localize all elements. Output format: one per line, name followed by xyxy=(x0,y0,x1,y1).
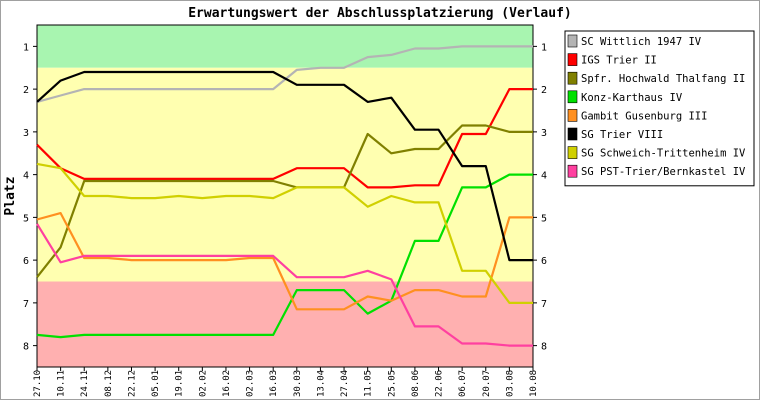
y-tick-label-left: 8 xyxy=(23,342,29,353)
y-tick-label-right: 3 xyxy=(541,128,547,139)
x-tick-label: 10.08 xyxy=(529,370,539,397)
x-tick-label: 16.03 xyxy=(269,370,279,397)
y-tick-label-left: 6 xyxy=(23,256,29,267)
x-tick-label: 11.05 xyxy=(364,370,374,397)
x-tick-label: 27.10 xyxy=(33,370,43,397)
y-tick-label-left: 5 xyxy=(23,213,29,224)
legend-swatch xyxy=(567,146,578,159)
legend-swatch xyxy=(567,53,578,66)
y-tick-label-right: 7 xyxy=(541,299,547,310)
legend-label: IGS Trier II xyxy=(581,55,657,67)
series-line-6 xyxy=(36,162,533,304)
y-tick-label-left: 7 xyxy=(23,299,29,310)
legend-label: Spfr. Hochwald Thalfang II xyxy=(581,73,745,85)
x-tick-label: 19.01 xyxy=(175,370,185,397)
x-tick-label: 03.08 xyxy=(505,370,515,397)
x-tick-label: 08.12 xyxy=(104,370,114,397)
series-line-4 xyxy=(36,212,533,311)
legend-label: Gambit Gusenburg III xyxy=(581,110,707,122)
x-tick-label: 22.06 xyxy=(435,370,445,397)
x-tick-label: 20.07 xyxy=(482,370,492,397)
series-line-1 xyxy=(36,87,533,189)
legend-label: Konz-Karthaus IV xyxy=(581,92,683,104)
x-tick-label: 25.05 xyxy=(387,370,397,397)
legend-swatch xyxy=(567,34,578,48)
y-axis-left: 1 2 3 4 5 6 7 8 xyxy=(23,42,37,353)
y-tick-label-right: 8 xyxy=(541,342,547,353)
y-tick-label-left: 3 xyxy=(23,128,29,139)
y-tick-label-right: 1 xyxy=(541,42,547,53)
series-line-3 xyxy=(36,173,533,339)
y-tick-label-left: 4 xyxy=(23,171,29,182)
x-tick-label: 02.02 xyxy=(198,370,208,397)
y-tick-label-right: 5 xyxy=(541,213,547,224)
y-tick-label-left: 1 xyxy=(23,42,29,53)
x-tick-label: 27.04 xyxy=(340,370,350,397)
series-line-5 xyxy=(36,70,533,262)
band-2 xyxy=(37,281,533,367)
legend: SC Wittlich 1947 IV IGS Trier II Spfr. Hoc… xyxy=(564,30,755,187)
x-tick-label: 10.11 xyxy=(57,370,67,397)
chart-title: Erwartungswert der Abschlussplatzierung … xyxy=(188,6,572,21)
x-tick-label: 30.03 xyxy=(293,370,303,397)
y-tick-label-left: 2 xyxy=(23,85,29,96)
y-axis-label: Platz xyxy=(3,176,18,215)
x-tick-label: 02.03 xyxy=(246,370,256,397)
legend-label: SG PST-Trier/Bernkastel IV xyxy=(581,166,746,178)
y-tick-label-right: 2 xyxy=(541,85,547,96)
x-tick-label: 06.07 xyxy=(458,370,468,397)
x-tick-label: 08.06 xyxy=(411,370,421,397)
legend-swatch xyxy=(567,71,578,85)
legend-swatch xyxy=(567,90,578,104)
x-tick-label: 16.02 xyxy=(222,370,232,397)
legend-swatch xyxy=(567,164,578,178)
plot-border-rect xyxy=(36,24,534,368)
y-tick-label-right: 6 xyxy=(541,256,547,267)
series-line-7 xyxy=(36,223,533,347)
legend-swatch xyxy=(567,127,578,141)
x-tick-label: 22.12 xyxy=(127,370,137,397)
x-tick-label: 13.04 xyxy=(316,370,326,397)
series-lines xyxy=(36,45,533,347)
legend-label: SG Schweich-Trittenheim IV xyxy=(581,148,746,160)
x-tick-label: 24.11 xyxy=(80,370,90,397)
legend-label: SG Trier VIII xyxy=(581,129,663,141)
legend-label: SC Wittlich 1947 IV xyxy=(581,36,702,48)
y-tick-label-right: 4 xyxy=(541,171,547,182)
legend-swatch xyxy=(567,109,578,122)
series-line-2 xyxy=(36,124,533,278)
plot-border xyxy=(36,24,534,368)
legend-box xyxy=(564,30,755,187)
x-axis: 27.10 10.11 24.11 08.12 22.12 05.01 19.01 02.02… xyxy=(33,367,539,397)
x-tick-label: 05.01 xyxy=(151,370,161,397)
y-axis-right: 1 2 3 4 5 6 7 8 xyxy=(533,42,547,353)
